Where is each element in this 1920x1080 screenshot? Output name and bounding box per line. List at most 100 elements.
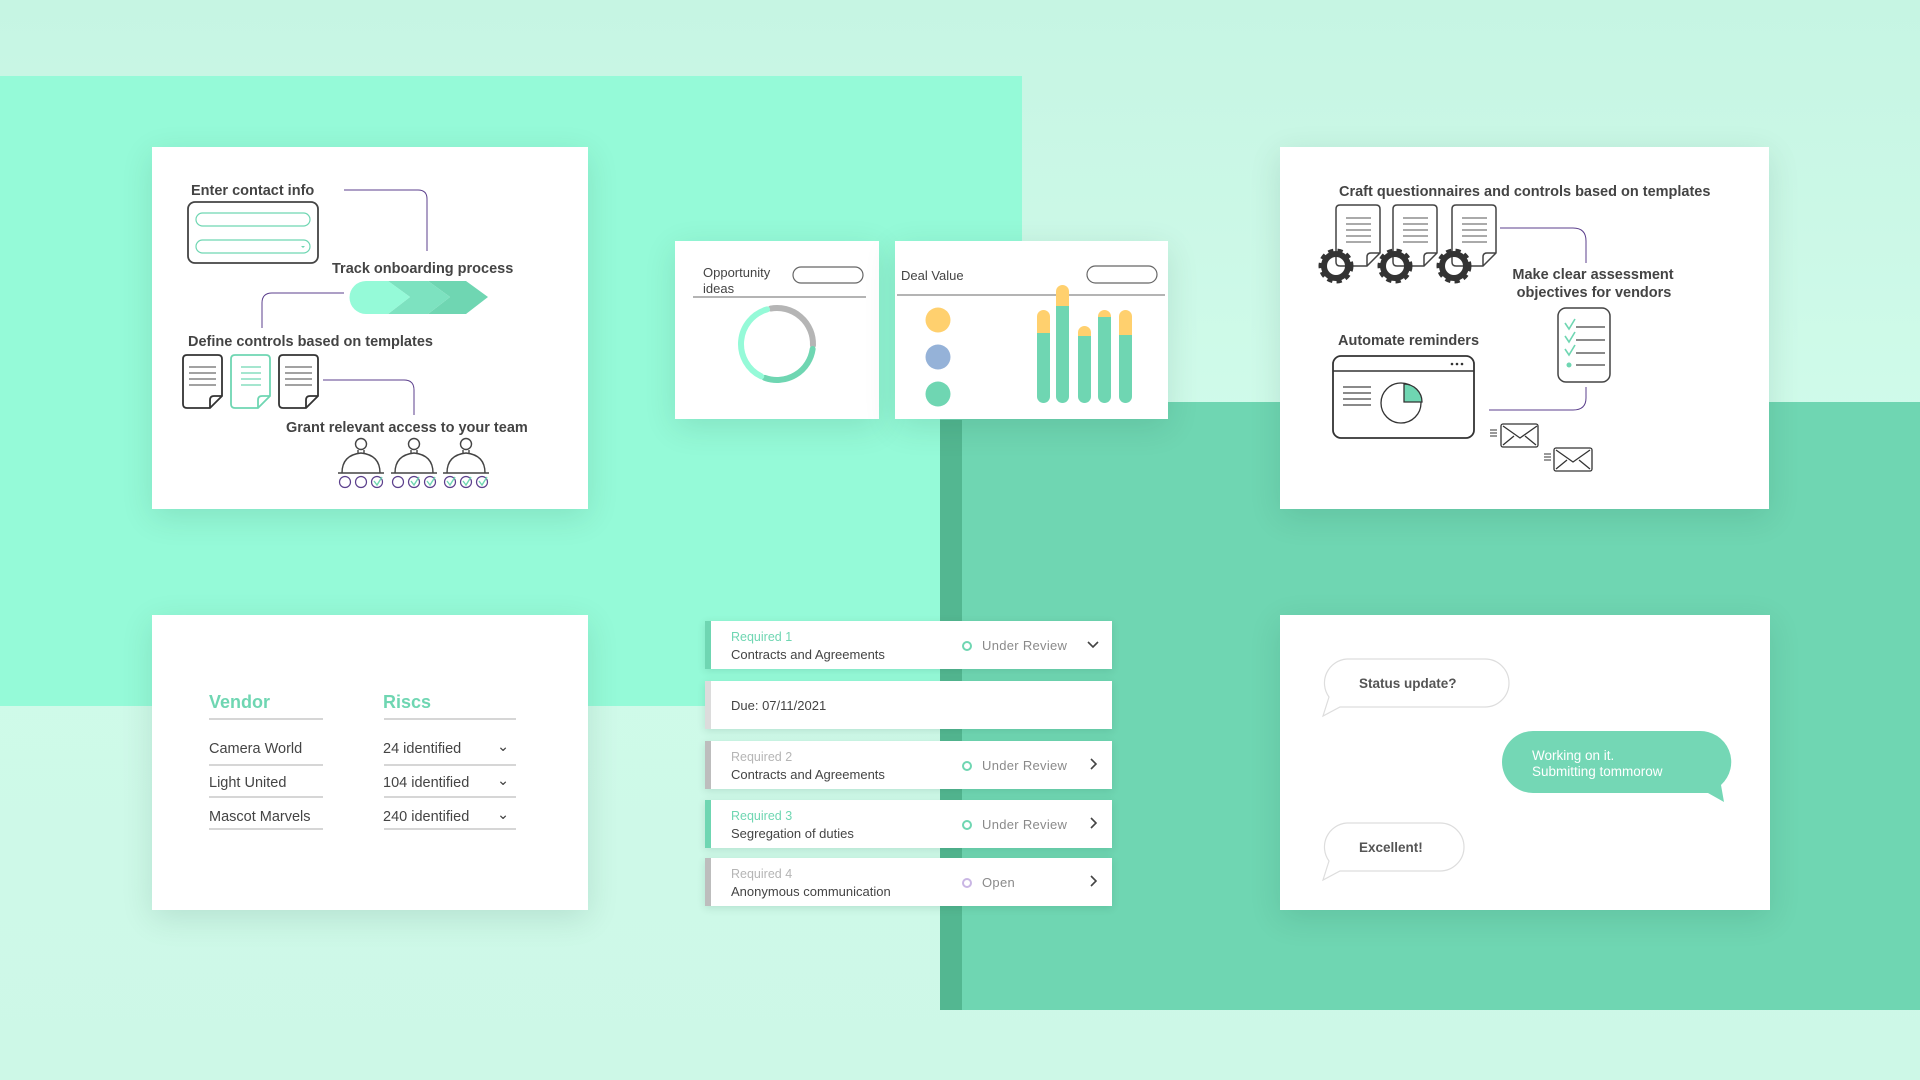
step-enter-contact: Enter contact info (191, 183, 314, 199)
requirement-label: Required 3 (731, 809, 793, 823)
vendor-name: Mascot Marvels (209, 809, 311, 825)
bar-segment-yellow (1037, 310, 1050, 333)
step-craft-questionnaires: Craft questionnaires and controls based … (1339, 184, 1710, 200)
team-members-icon (338, 437, 489, 474)
risk-count: 104 identified (383, 775, 470, 791)
chat-bubble-incoming: Status update? (1321, 658, 1510, 718)
bar-segment-yellow (1119, 310, 1132, 335)
status-badge: Under Review (982, 817, 1068, 832)
bar-chart (1037, 285, 1132, 403)
status-badge: Open (982, 875, 1016, 890)
opportunity-ideas-card: Opportunity ideas (675, 241, 879, 419)
bar-segment-green (1098, 317, 1111, 403)
status-dot-icon (962, 761, 972, 771)
risks-column-header: Riscs (383, 692, 432, 712)
requirement-label: Required 4 (731, 867, 793, 881)
bar (1078, 326, 1091, 403)
questionnaire-documents-icon (1335, 204, 1497, 267)
bar (1119, 310, 1132, 403)
bar-segment-green (1056, 306, 1069, 403)
chevron-down-icon[interactable]: ⌄ (497, 739, 510, 755)
access-checkboxes (338, 475, 489, 489)
legend-dots (925, 307, 951, 407)
risk-count: 24 identified (383, 741, 462, 757)
donut-segment (767, 305, 816, 349)
chevron-right-icon[interactable] (1085, 814, 1101, 832)
donut-segment (761, 346, 816, 383)
bar-segment-green (1037, 333, 1050, 403)
assessment-illustration: Craft questionnaires and controls based … (1318, 184, 1710, 472)
progress-chevrons-icon (349, 281, 488, 314)
assessment-card: Craft questionnaires and controls based … (1280, 147, 1769, 509)
requirement-title: Segregation of duties (731, 826, 854, 841)
requirement-row[interactable]: Required 1 Contracts and Agreements Unde… (705, 621, 1112, 669)
step-grant-access: Grant relevant access to your team (286, 420, 528, 436)
step-objectives-line2: objectives for vendors (1517, 285, 1672, 301)
vendor-name: Light United (209, 775, 287, 791)
template-documents-icon (182, 354, 319, 409)
opportunity-title-line2: ideas (703, 281, 735, 296)
requirement-row[interactable]: Required 2 Contracts and Agreements Unde… (705, 741, 1112, 789)
connector-arrow (1500, 227, 1587, 263)
due-date: Due: 07/11/2021 (731, 698, 827, 713)
status-dot-icon (962, 878, 972, 888)
bar-segment-yellow (1056, 285, 1069, 306)
chat-thread: Status update? Working on it. Submitting… (1321, 658, 1732, 882)
checklist-icon (1557, 307, 1611, 383)
requirement-title: Anonymous communication (731, 884, 891, 899)
contact-form-icon (187, 201, 319, 264)
requirement-label: Required 1 (731, 630, 793, 644)
chat-message: Status update? (1359, 676, 1457, 691)
chevron-down-icon[interactable]: ⌄ (497, 773, 510, 789)
requirement-title: Contracts and Agreements (731, 647, 885, 662)
legend-dot (925, 381, 951, 407)
gear-icon (1318, 248, 1472, 284)
bar-segment-green (1119, 335, 1132, 403)
bar (1037, 310, 1050, 403)
step-automate-reminders: Automate reminders (1338, 333, 1479, 349)
bar (1056, 285, 1069, 403)
opportunity-widget: Opportunity ideas (693, 265, 866, 383)
chat-message-line2: Submitting tommorow (1532, 764, 1663, 779)
step-objectives-line1: Make clear assessment (1512, 267, 1673, 283)
opportunity-filter-pill[interactable] (792, 266, 864, 284)
deal-filter-pill[interactable] (1086, 265, 1158, 284)
legend-dot (925, 307, 951, 333)
bar (1098, 310, 1111, 403)
connector-arrow (1489, 387, 1587, 411)
chevron-right-icon[interactable] (1085, 755, 1101, 773)
bar-segment-yellow (1098, 310, 1111, 317)
dashboard-window-icon (1332, 355, 1475, 439)
deal-value-title: Deal Value (901, 268, 964, 283)
deal-value-widget: Deal Value (897, 265, 1165, 407)
bar-segment-green (1078, 336, 1091, 403)
status-badge: Under Review (982, 638, 1068, 653)
requirement-row[interactable]: Required 3 Segregation of duties Under R… (705, 800, 1112, 848)
chevron-down-icon[interactable] (1085, 635, 1101, 653)
chat-message-line1: Working on it. (1532, 748, 1614, 763)
chevron-down-icon[interactable]: ⌄ (497, 807, 510, 823)
envelope-icon (1490, 423, 1593, 472)
connector-arrow (344, 189, 428, 251)
requirement-title: Contracts and Agreements (731, 767, 885, 782)
onboarding-illustration: Enter contact info Track onboarding proc… (182, 183, 528, 489)
onboarding-card: Enter contact info Track onboarding proc… (152, 147, 588, 509)
risk-count: 240 identified (383, 809, 470, 825)
deal-value-card: Deal Value (895, 241, 1168, 419)
legend-dot (925, 344, 951, 370)
chat-bubble-outgoing: Working on it. Submitting tommorow (1502, 730, 1732, 802)
requirement-label: Required 2 (731, 750, 793, 764)
chat-card: Status update? Working on it. Submitting… (1280, 615, 1770, 910)
status-dot-icon (962, 641, 972, 651)
donut-chart (738, 305, 816, 383)
step-track-onboarding: Track onboarding process (332, 261, 513, 277)
step-define-controls: Define controls based on templates (188, 334, 433, 350)
requirement-row[interactable]: Required 4 Anonymous communication Open (705, 858, 1112, 906)
requirement-due-row: Due: 07/11/2021 (705, 681, 1112, 729)
chat-bubble-incoming: Excellent! (1321, 822, 1465, 882)
chevron-right-icon[interactable] (1085, 872, 1101, 890)
donut-segment (738, 306, 771, 380)
opportunity-title-line1: Opportunity (703, 265, 771, 280)
bar-segment-yellow (1078, 326, 1091, 336)
vendor-column-header: Vendor (209, 692, 271, 712)
